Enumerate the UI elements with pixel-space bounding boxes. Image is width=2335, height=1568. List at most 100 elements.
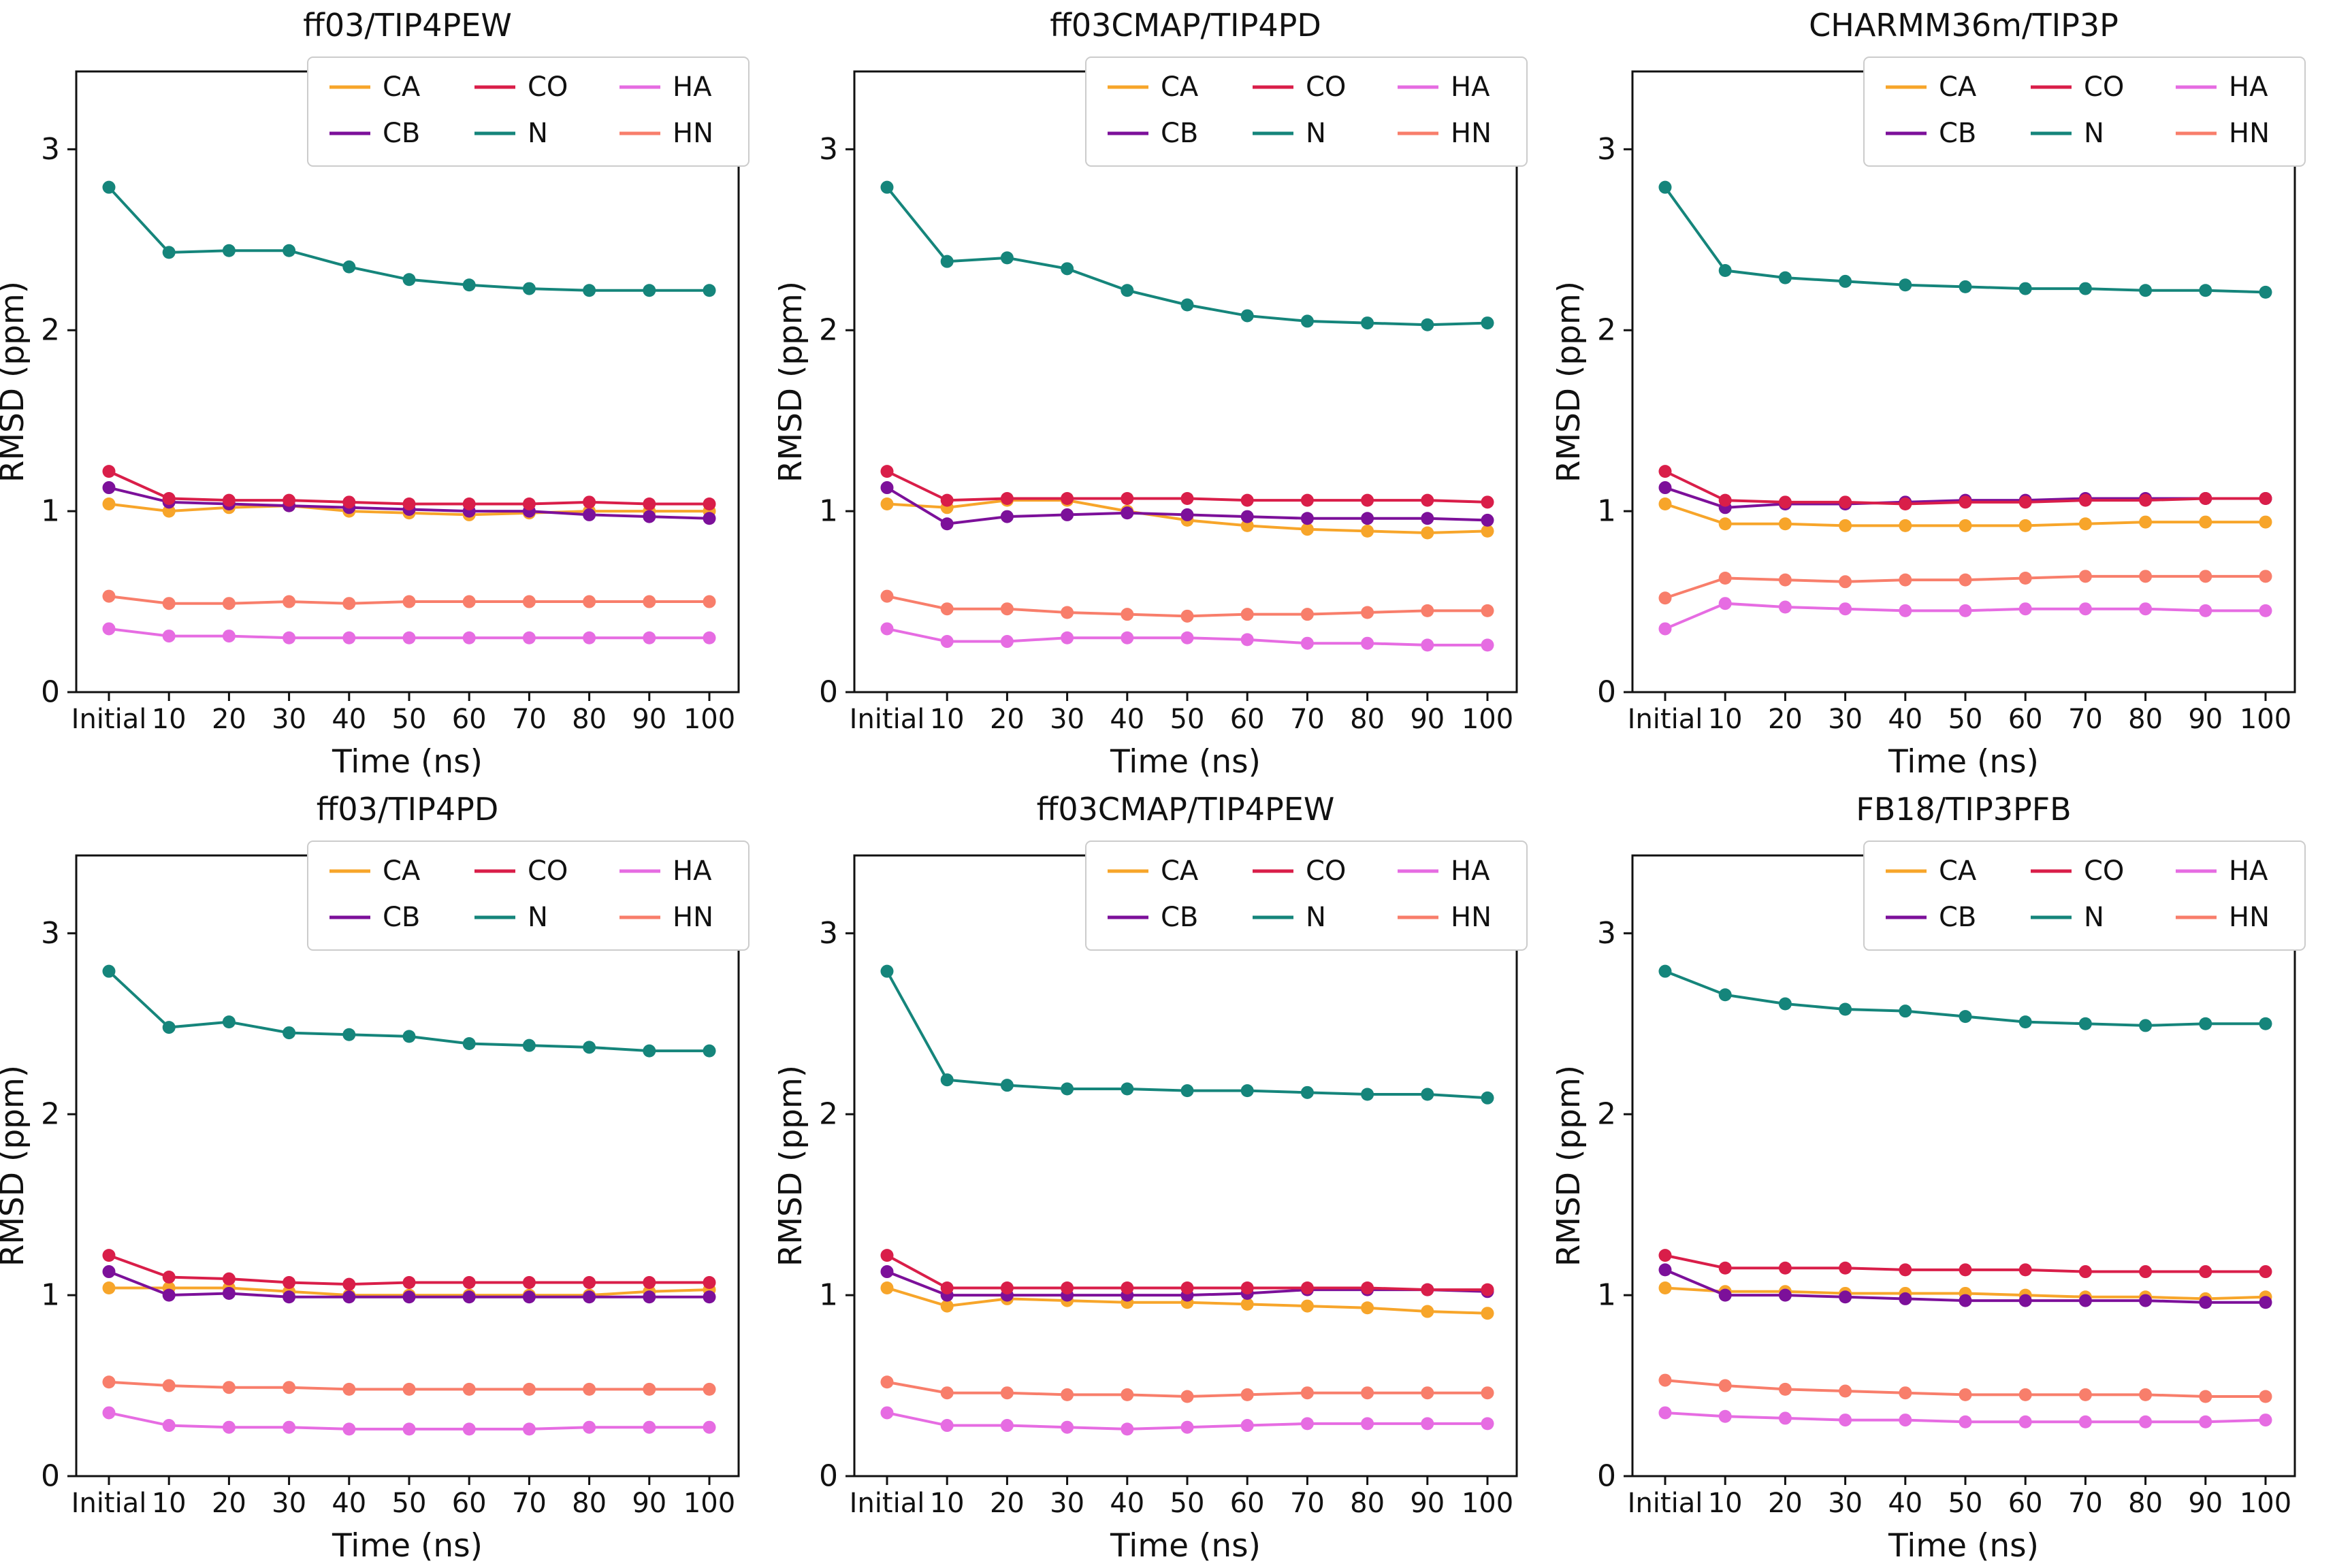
y-axis: 0 1 2 3 RMSD (ppm) (0, 132, 76, 710)
chart-title: ff03CMAP/TIP4PEW (1036, 791, 1335, 828)
legend-label-HA: HA (1451, 855, 1490, 887)
legend-label-CA: CA (383, 855, 421, 887)
legend-label-CO: CO (1306, 855, 1346, 887)
y-tick-label: 3 (41, 132, 60, 167)
legend-label-N: N (2084, 902, 2104, 933)
x-tick-label: Initial (850, 1488, 925, 1519)
y-tick-label: 2 (819, 1097, 838, 1132)
chart-canvas: 0 1 2 3 RMSD (ppm) Initial 10 20 30 40 50 60 70 80 90 1… (0, 840, 750, 1565)
x-tick-label: 10 (1708, 704, 1743, 735)
y-tick-label: 0 (819, 1459, 838, 1494)
x-tick-label: 80 (572, 704, 607, 735)
y-axis: 0 1 2 3 RMSD (ppm) (1556, 916, 1632, 1494)
y-axis: 0 1 2 3 RMSD (ppm) (778, 916, 854, 1494)
x-tick-label: 80 (1350, 704, 1385, 735)
legend-label-HN: HN (673, 902, 713, 933)
x-tick-label: 70 (512, 1488, 547, 1519)
x-tick-label: 50 (1948, 1488, 1983, 1519)
y-tick-label: 2 (41, 313, 60, 348)
x-tick-label: 10 (1708, 1488, 1743, 1519)
legend-label-CO: CO (2084, 71, 2124, 103)
y-tick-label: 0 (819, 675, 838, 710)
x-tick-label: 100 (1462, 704, 1513, 735)
x-tick-label: 20 (1768, 704, 1803, 735)
y-axis-label: RMSD (ppm) (778, 1065, 809, 1267)
x-tick-label: 100 (2240, 704, 2291, 735)
x-tick-label: 30 (272, 704, 306, 735)
x-axis: Initial 10 20 30 40 50 60 70 80 90 100 Time (ns) (1628, 692, 2291, 781)
series-HN (880, 589, 1494, 623)
x-tick-label: 30 (272, 1488, 306, 1519)
x-axis-label: Time (ns) (1888, 1527, 2039, 1565)
legend-label-CB: CB (1939, 902, 1976, 933)
y-tick-label: 3 (41, 916, 60, 951)
legend-label-N: N (528, 902, 548, 933)
legend-label-CA: CA (1161, 855, 1199, 887)
x-tick-label: Initial (1628, 1488, 1703, 1519)
legend-label-N: N (1306, 902, 1326, 933)
series-HN (880, 1375, 1494, 1403)
x-tick-label: 50 (392, 1488, 427, 1519)
chart-canvas: 0 1 2 3 RMSD (ppm) Initial 10 20 30 40 50 60 70 80 90 1… (1556, 840, 2306, 1565)
x-tick-label: Initial (1628, 704, 1703, 735)
chart-canvas: 0 1 2 3 RMSD (ppm) Initial 10 20 30 40 50 60 70 80 90 1… (778, 840, 1528, 1565)
y-tick-label: 2 (41, 1097, 60, 1132)
series-CA (1658, 497, 2272, 532)
y-axis-label: RMSD (ppm) (0, 1065, 31, 1267)
chart-panel-fb18-tip3pfb: FB18/TIP3PFB 0 1 2 3 RMSD (ppm) Initial 10 20 30… (1556, 784, 2334, 1568)
series-N (102, 180, 716, 297)
legend-label-HN: HN (2229, 118, 2270, 149)
x-tick-label: 40 (1110, 704, 1144, 735)
series-CO (880, 465, 1494, 509)
x-tick-label: 20 (212, 704, 246, 735)
legend: CA CB CO N HA HN (1085, 840, 1528, 951)
y-tick-label: 2 (1597, 1097, 1616, 1132)
legend: CA CB CO N HA HN (1863, 840, 2306, 951)
legend-label-CO: CO (2084, 855, 2124, 887)
chart-canvas: 0 1 2 3 RMSD (ppm) Initial 10 20 30 40 50 60 70 80 90 1… (0, 56, 750, 781)
x-tick-label: 70 (2068, 1488, 2103, 1519)
y-tick-label: 3 (819, 132, 838, 167)
y-tick-label: 1 (1597, 494, 1616, 529)
x-axis: Initial 10 20 30 40 50 60 70 80 90 100 Time (ns) (1628, 1476, 2291, 1565)
x-axis: Initial 10 20 30 40 50 60 70 80 90 100 Time (ns) (850, 1476, 1513, 1565)
legend-label-CB: CB (1939, 118, 1976, 149)
x-tick-label: 20 (990, 704, 1025, 735)
series-HN (1658, 1373, 2272, 1403)
x-tick-label: 80 (572, 1488, 607, 1519)
y-tick-label: 3 (1597, 132, 1616, 167)
x-tick-label: 80 (2128, 704, 2163, 735)
y-tick-label: 1 (41, 494, 60, 529)
y-axis-label: RMSD (ppm) (1556, 1065, 1588, 1267)
x-axis-label: Time (ns) (332, 743, 483, 781)
legend-label-N: N (528, 118, 548, 149)
legend-label-HA: HA (2229, 855, 2268, 887)
series-N (1658, 180, 2272, 299)
x-tick-label: 20 (212, 1488, 246, 1519)
series-HN (1658, 570, 2272, 605)
x-tick-label: 50 (1170, 704, 1205, 735)
x-tick-label: 10 (930, 1488, 965, 1519)
series-N (102, 964, 716, 1058)
x-tick-label: 40 (332, 704, 366, 735)
y-tick-label: 2 (1597, 313, 1616, 348)
y-tick-label: 0 (1597, 675, 1616, 710)
x-tick-label: 80 (1350, 1488, 1385, 1519)
chart-title: FB18/TIP3PFB (1856, 791, 2072, 828)
legend-label-CB: CB (1161, 118, 1198, 149)
series-N (1658, 964, 2272, 1032)
x-tick-label: 90 (1410, 1488, 1445, 1519)
y-tick-label: 1 (41, 1278, 60, 1313)
chart-title: CHARMM36m/TIP3P (1809, 7, 2119, 44)
legend-label-HN: HN (673, 118, 713, 149)
y-tick-label: 3 (819, 916, 838, 951)
legend-label-HA: HA (673, 855, 712, 887)
series-N (880, 964, 1494, 1105)
legend: CA CB CO N HA HN (307, 56, 750, 167)
y-axis: 0 1 2 3 RMSD (ppm) (0, 916, 76, 1494)
x-tick-label: 70 (2068, 704, 2103, 735)
x-axis: Initial 10 20 30 40 50 60 70 80 90 100 Time (ns) (850, 692, 1513, 781)
y-tick-label: 1 (819, 1278, 838, 1313)
y-axis-label: RMSD (ppm) (778, 281, 809, 483)
